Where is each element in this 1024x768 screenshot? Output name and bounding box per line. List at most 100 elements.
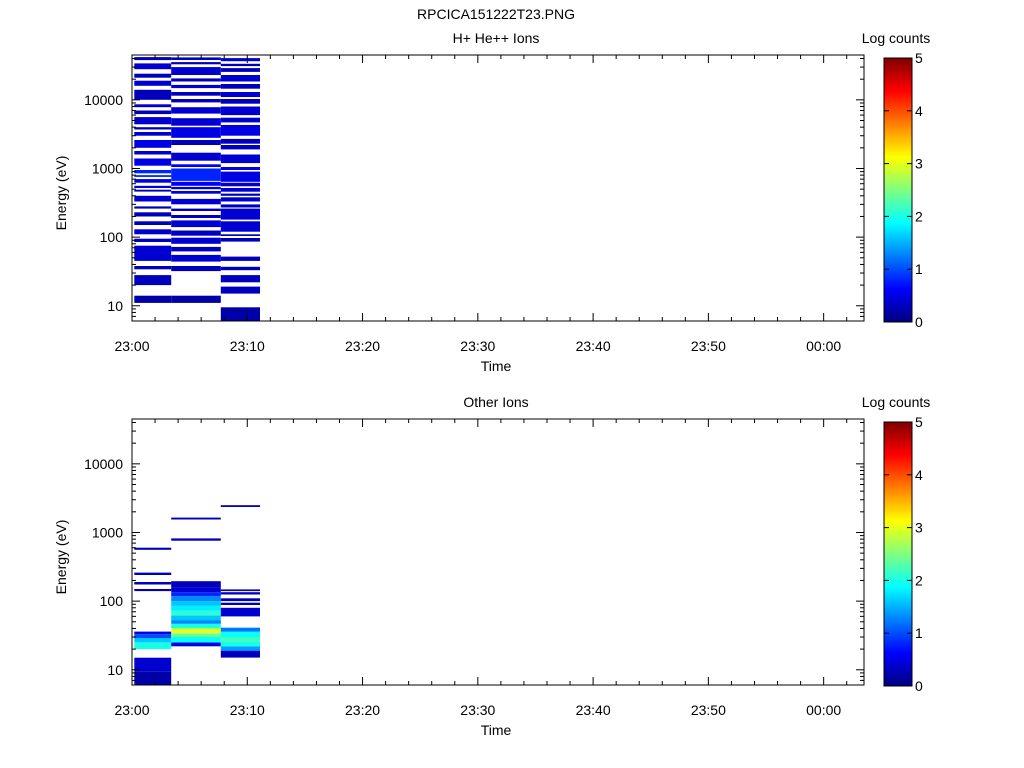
y-tick-label: 10000	[84, 456, 123, 472]
y-tick-label: 100	[100, 229, 124, 245]
heatmap-cell	[220, 75, 260, 82]
heatmap-cell	[134, 671, 172, 685]
y-tick-label: 10	[107, 298, 123, 314]
heatmap-cell	[134, 642, 172, 650]
colorbar-tick-label: 4	[915, 467, 923, 483]
heatmap-cell	[220, 637, 260, 642]
heatmap-cell	[220, 208, 260, 220]
heatmap-cell	[171, 107, 221, 114]
heatmap-cell	[171, 186, 221, 190]
heatmap-cell	[171, 610, 221, 616]
heatmap-cell	[220, 99, 260, 104]
heatmap-cell	[220, 167, 260, 170]
heatmap-cell	[220, 193, 260, 196]
heatmap-cell	[171, 127, 221, 138]
heatmap-cell	[220, 106, 260, 116]
heatmap-cell	[220, 627, 260, 632]
heatmap-cell	[220, 275, 260, 283]
heatmap-cell	[220, 197, 260, 202]
heatmap-cell	[134, 245, 172, 261]
heatmap-cell	[134, 638, 172, 643]
colorbar-tick-label: 4	[915, 103, 923, 119]
colorbar-ticks: 0 1 2 3 4 5	[884, 414, 923, 694]
heatmap-cell	[134, 73, 172, 78]
heatmap-cell	[220, 641, 260, 647]
x-tick-label: 23:20	[345, 702, 380, 718]
plot-frame	[131, 418, 865, 686]
colorbar-tick-label: 2	[915, 208, 923, 224]
heatmap-cell	[220, 286, 260, 294]
heatmap-cell	[220, 188, 260, 192]
x-tick-label: 23:50	[691, 338, 726, 354]
heatmap-cell	[134, 275, 172, 286]
colorbar-gradient	[883, 57, 913, 323]
heatmap-cell	[134, 229, 172, 235]
heatmap-cell	[220, 84, 260, 89]
heatmap-cell	[134, 238, 172, 242]
heatmap-cell	[134, 80, 172, 86]
heatmap-cell	[220, 63, 260, 67]
heatmap-cell	[134, 158, 172, 166]
heatmap-cell	[171, 164, 221, 167]
x-tick-label: 23:40	[576, 338, 611, 354]
colorbar-tick-label: 5	[915, 414, 923, 430]
heatmap-cell	[134, 89, 172, 100]
heatmap-cell	[171, 587, 221, 593]
heatmap-cell	[171, 601, 221, 606]
heatmap-cell	[220, 171, 260, 182]
y-tick-label: 1000	[92, 160, 123, 176]
heatmap-cell	[220, 125, 260, 136]
heatmap-cell	[134, 266, 172, 270]
heatmap-cell	[220, 607, 260, 617]
colorbar-tick-label: 0	[915, 678, 923, 694]
heatmap-cell	[171, 181, 221, 186]
heatmap-cell	[134, 175, 172, 177]
heatmap-cell	[220, 145, 260, 150]
heatmap-cell	[134, 572, 172, 575]
heatmap-cell	[134, 117, 172, 125]
heatmap-cell	[134, 589, 172, 592]
heatmap-cell	[134, 631, 172, 635]
heatmap-cells	[134, 505, 260, 685]
x-axis: 23:00 23:10 23:20 23:30 23:40 23:50 00:00	[114, 419, 848, 718]
heatmap-cell	[171, 57, 221, 60]
y-tick-label: 100	[100, 593, 124, 609]
heatmap-cells	[134, 57, 260, 321]
colorbar: Log counts 0 1 2 3 4 5	[862, 30, 931, 330]
y-axis: 10 100 1000 10000	[84, 422, 864, 686]
heatmap-cell	[134, 206, 172, 209]
heatmap-cell	[171, 237, 221, 244]
heatmap-cell	[134, 57, 172, 61]
colorbar-tick-label: 2	[915, 572, 923, 588]
heatmap-cell	[171, 623, 221, 629]
heatmap-cell	[134, 295, 172, 303]
heatmap-cell	[171, 198, 221, 205]
heatmap-cell	[134, 151, 172, 155]
heatmap-cell	[171, 168, 221, 181]
colorbar-label: Log counts	[862, 30, 931, 46]
heatmap-cell	[220, 238, 260, 242]
heatmap-cell	[220, 221, 260, 232]
heatmap-cell	[220, 592, 260, 595]
heatmap-cell	[220, 646, 260, 651]
heatmap-cell	[171, 254, 221, 262]
heatmap-cell	[134, 179, 172, 183]
heatmap-cell	[171, 633, 221, 637]
colorbar-tick-label: 1	[915, 625, 923, 641]
heatmap-cell	[134, 212, 172, 217]
heatmap-cell	[134, 140, 172, 148]
heatmap-cell	[134, 127, 172, 130]
heatmap-cell	[171, 230, 221, 236]
x-tick-label: 23:00	[114, 702, 149, 718]
heatmap-cell	[171, 246, 221, 252]
heatmap-cell	[134, 104, 172, 108]
heatmap-cell	[171, 92, 221, 96]
colorbar-ticks: 0 1 2 3 4 5	[884, 50, 923, 330]
x-tick-label: 23:30	[460, 338, 495, 354]
heatmap-cell	[171, 642, 221, 647]
heatmap-cell	[220, 58, 260, 62]
heatmap-cell	[171, 67, 221, 75]
x-axis: 23:00 23:10 23:20 23:30 23:40 23:50 00:00	[114, 55, 848, 354]
heatmap-cell	[171, 140, 221, 145]
